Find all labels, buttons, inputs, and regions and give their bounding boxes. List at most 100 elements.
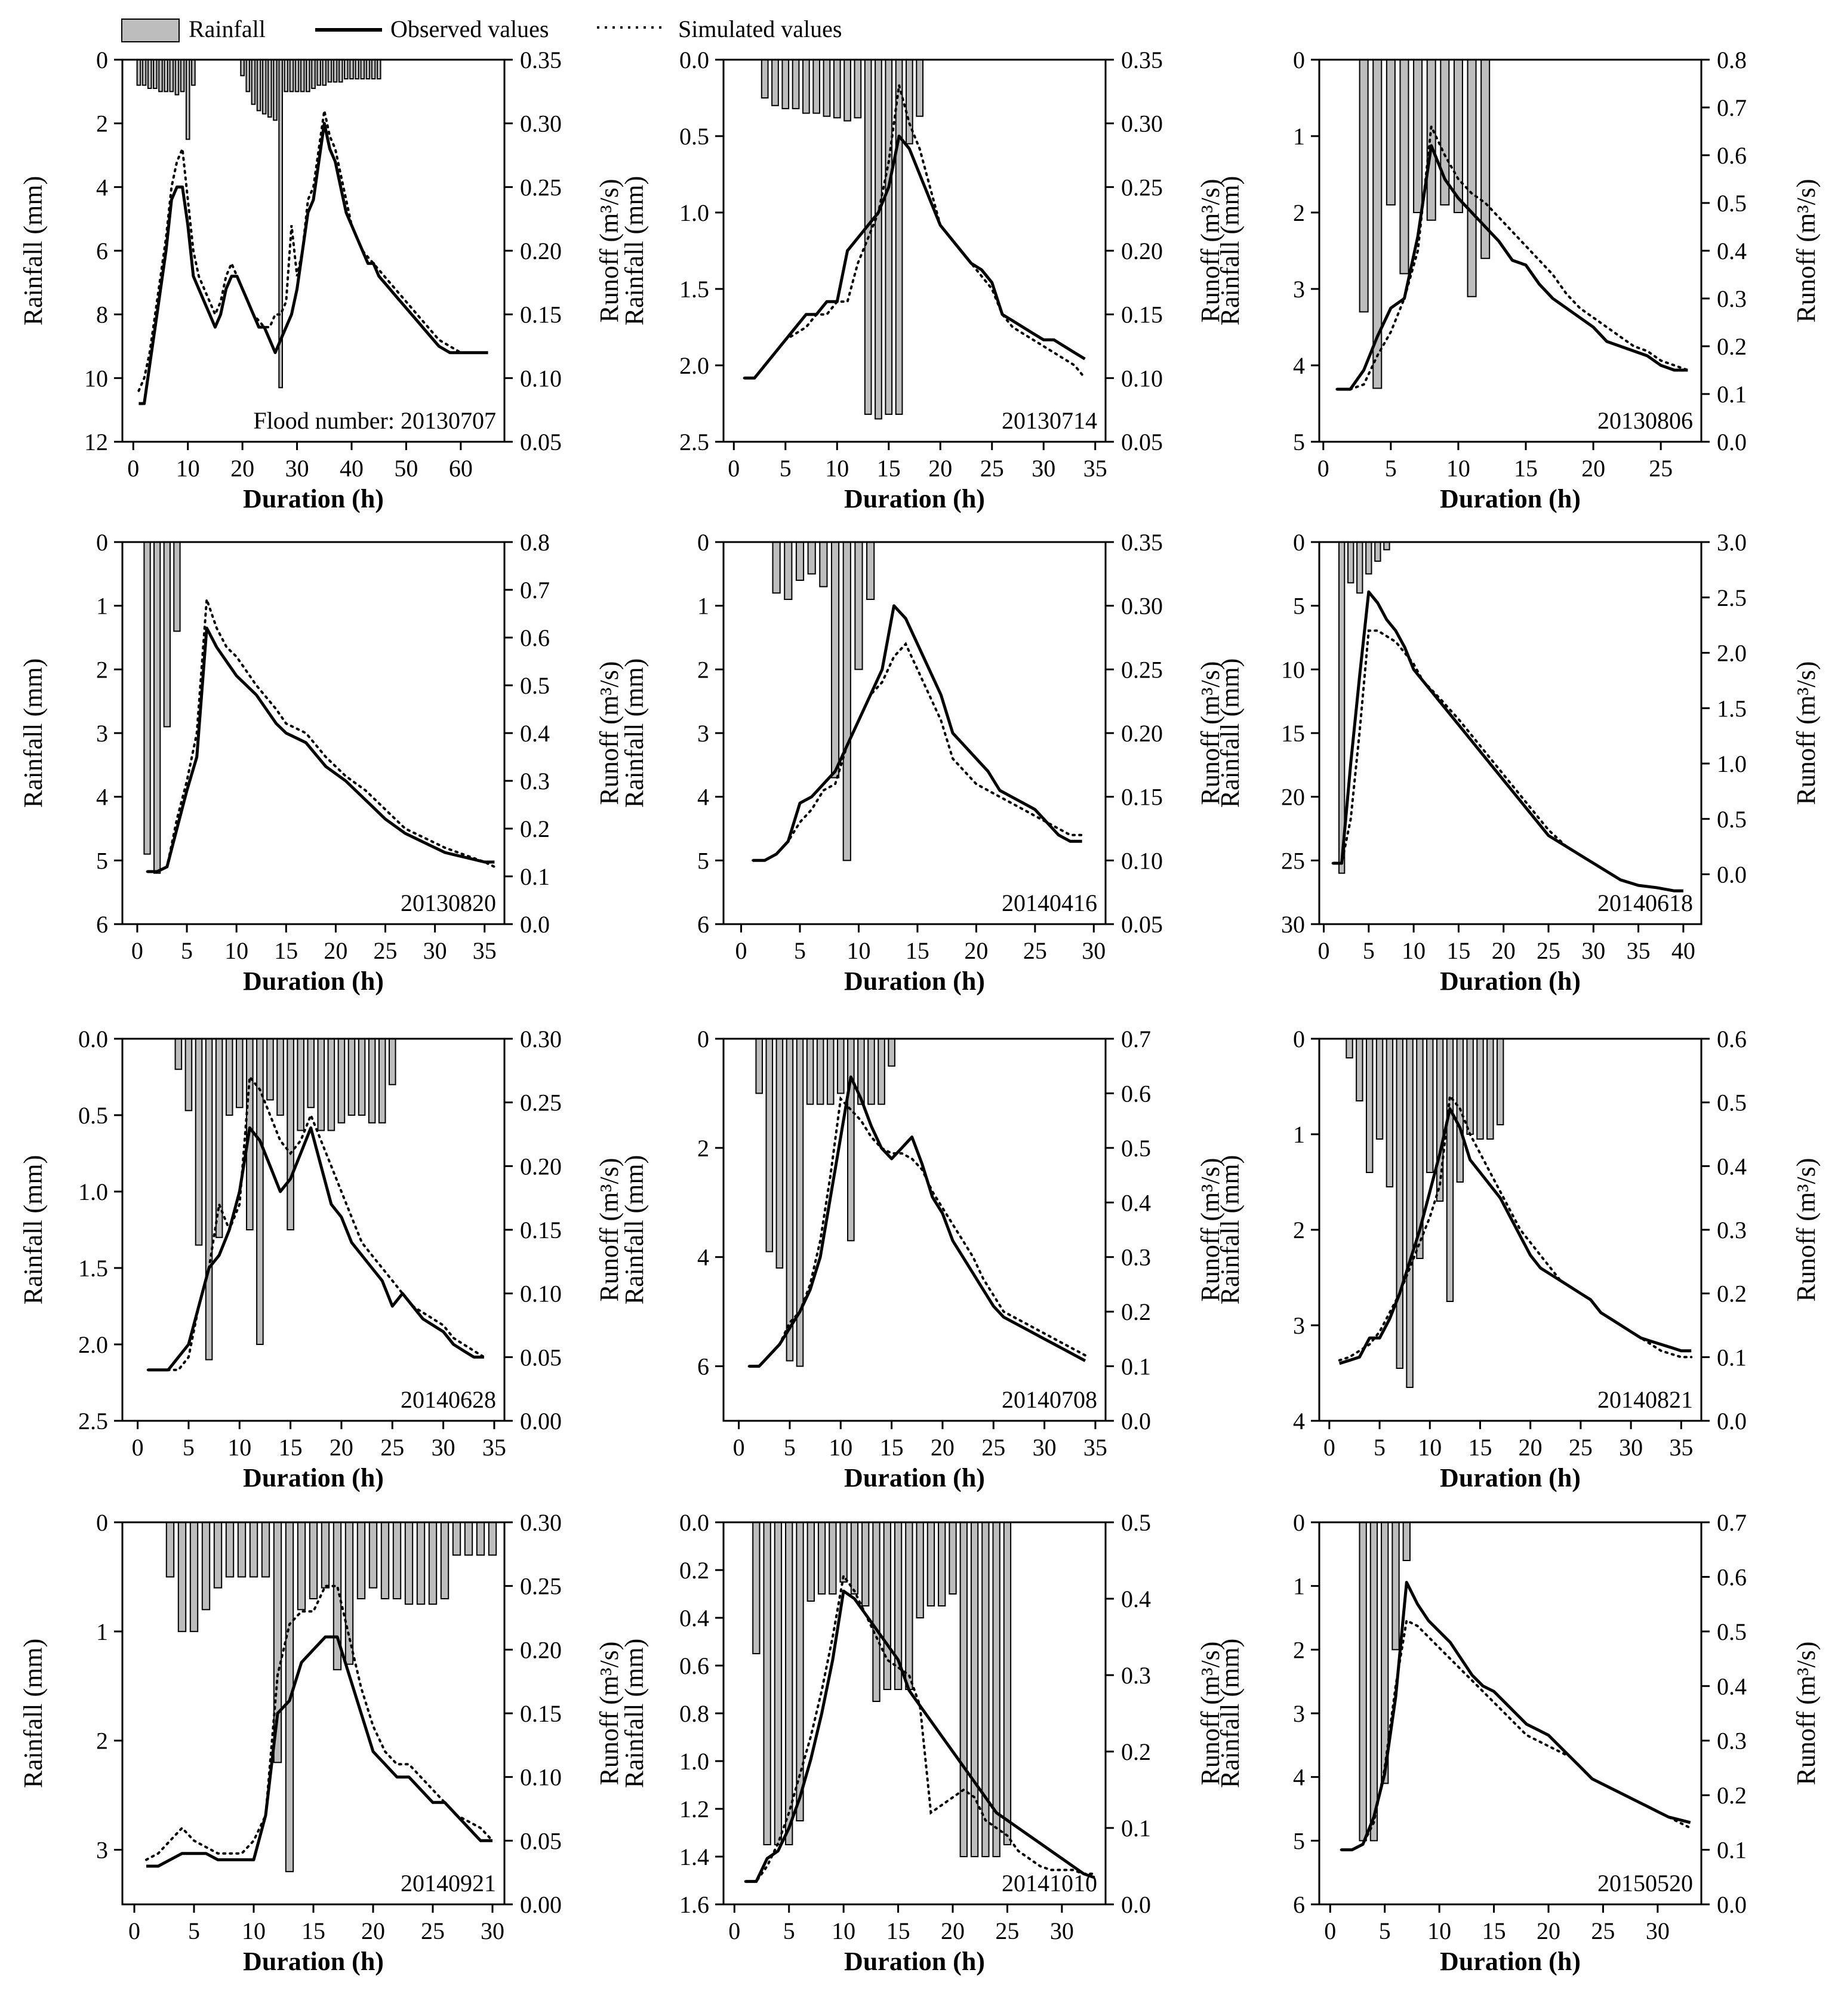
y-left-tick-label: 6 — [1293, 1891, 1305, 1918]
y-right-tick-label: 1.0 — [1717, 750, 1747, 777]
x-axis-title: Duration (h) — [1440, 967, 1581, 996]
y-right-tick-label: 2.5 — [1717, 584, 1747, 611]
rainfall-bar — [854, 59, 862, 119]
x-tick-label: 20 — [1581, 455, 1605, 482]
y-left-tick-label: 2.0 — [679, 352, 709, 379]
rainfall-bar — [938, 1522, 946, 1606]
rainfall-bar — [153, 541, 161, 874]
x-tick-label: 20 — [931, 1434, 955, 1461]
rainfall-bar — [854, 541, 863, 670]
y-right-tick-label: 0.0 — [1717, 1891, 1747, 1918]
y-right-tick-label: 0.5 — [1717, 1089, 1747, 1116]
rainfall-bar — [261, 1522, 270, 1578]
x-tick-label: 15 — [886, 1917, 910, 1944]
y-left-tick-label: 1.5 — [679, 276, 709, 303]
y-right-tick-label: 0.2 — [1717, 1281, 1747, 1307]
y-right-tick-label: 0.1 — [1717, 1344, 1747, 1371]
y-right-tick-label: 0.8 — [520, 529, 550, 556]
x-tick-label: 30 — [432, 1434, 455, 1461]
y-right-tick-label: 0.3 — [1121, 1244, 1151, 1271]
x-tick-label: 15 — [279, 1434, 303, 1461]
rainfall-bar — [177, 1522, 187, 1632]
y-left-axis-title: Rainfall (mm) — [1215, 658, 1245, 808]
rainfall-bar — [926, 1522, 935, 1606]
rainfall-bar — [201, 1522, 211, 1611]
x-tick-label: 35 — [1083, 455, 1107, 482]
simulated-line — [743, 85, 1086, 380]
legend-rainfall-label: Rainfall — [189, 16, 266, 42]
flood-number-label: 20130806 — [1597, 407, 1693, 434]
rainfall-bar — [843, 59, 851, 122]
y-left-axis-title: Rainfall (mm) — [1215, 1155, 1245, 1305]
y-right-tick-label: 0.1 — [1717, 381, 1747, 408]
y-left-tick-label: 15 — [1281, 720, 1305, 747]
observed-line — [753, 604, 1082, 862]
x-tick-label: 10 — [846, 937, 870, 964]
y-left-tick-label: 1 — [96, 1618, 108, 1645]
x-tick-label: 40 — [340, 455, 364, 482]
flood-number-label: 20141010 — [1002, 1870, 1097, 1897]
y-left-tick-label: 4 — [697, 784, 709, 811]
y-left-tick-label: 5 — [96, 847, 108, 874]
rainfall-bar — [847, 1038, 855, 1242]
y-right-tick-label: 0.05 — [520, 1344, 562, 1371]
y-right-tick-label: 0.15 — [1121, 301, 1163, 328]
y-right-tick-label: 0.25 — [520, 1573, 562, 1600]
rainfall-bar — [819, 541, 828, 587]
y-left-tick-label: 4 — [96, 174, 108, 201]
y-right-tick-label: 3.0 — [1717, 529, 1747, 556]
rainfall-bar — [784, 541, 793, 600]
y-right-tick-label: 0.20 — [1121, 238, 1163, 264]
rainfall-bar — [316, 59, 321, 86]
y-right-tick-label: 0.0 — [520, 911, 550, 938]
y-left-tick-label: 2 — [1293, 199, 1305, 226]
y-right-tick-label: 0.6 — [1717, 1563, 1747, 1590]
y-right-tick-label: 0.30 — [520, 1509, 562, 1536]
x-tick-label: 30 — [1032, 455, 1055, 482]
rainfall-bar — [185, 59, 190, 140]
x-tick-label: 30 — [1082, 937, 1106, 964]
rainfall-bar — [237, 1522, 247, 1578]
x-tick-label: 0 — [728, 455, 740, 482]
y-right-tick-label: 0.0 — [1717, 861, 1747, 888]
flood-number-label: 20140618 — [1597, 889, 1693, 916]
rainfall-bar — [267, 59, 272, 118]
y-right-tick-label: 0.10 — [520, 1764, 562, 1791]
x-tick-label: 20 — [928, 455, 952, 482]
rainfall-bar — [1496, 1038, 1504, 1125]
x-tick-label: 25 — [1591, 1917, 1615, 1944]
chart-panel: 0 5 10 15 20 25 30 35 0 2 4 6 0.0 0.1 0.2 0.3 0.4 0.5 0.6 0… — [620, 1026, 1225, 1492]
y-right-tick-label: 0.20 — [1121, 720, 1163, 747]
rainfall-bar — [191, 59, 196, 86]
y-right-axis-title: Runoff (m³/s) — [1791, 179, 1821, 323]
flood-number-label: Flood number: 20130707 — [253, 407, 496, 434]
x-tick-label: 25 — [1537, 937, 1560, 964]
x-tick-label: 60 — [449, 455, 473, 482]
x-tick-label: 5 — [783, 1917, 795, 1944]
rainfall-bar — [380, 1522, 390, 1599]
observed-line — [745, 1589, 1095, 1883]
rainfall-bar — [761, 59, 769, 99]
y-right-axis-title: Runoff (m³/s) — [1791, 1642, 1821, 1786]
legend-rainfall-swatch — [121, 19, 180, 42]
rainfall-bar — [297, 1522, 306, 1611]
y-left-axis-title: Rainfall (mm) — [620, 658, 649, 808]
rainfall-bar — [802, 59, 810, 114]
rainfall-bar — [440, 1522, 450, 1599]
chart-panel: 0 10 20 30 40 50 60 0 2 4 6 8 10 12 0.05 0.10 0.15 0.20 0.… — [19, 47, 624, 513]
y-left-tick-label: 0 — [96, 47, 108, 73]
rainfall-bar — [158, 59, 163, 93]
x-tick-label: 40 — [1671, 937, 1695, 964]
rainfall-bar — [949, 1522, 957, 1595]
y-right-axis-title: Runoff (m³/s) — [1196, 1642, 1225, 1786]
y-right-tick-label: 0.10 — [520, 365, 562, 392]
rainfall-bar — [164, 59, 168, 93]
rainfall-bar — [225, 1522, 235, 1578]
y-right-tick-label: 0.4 — [1717, 238, 1747, 264]
y-right-axis-title: Runoff (m³/s) — [1196, 1158, 1225, 1302]
legend-observed-label: Observed values — [390, 16, 549, 42]
y-right-tick-label: 0.3 — [1717, 285, 1747, 312]
y-left-tick-label: 1 — [1293, 1573, 1305, 1600]
y-left-tick-label: 1 — [96, 593, 108, 620]
rainfall-bar — [992, 1522, 1000, 1857]
